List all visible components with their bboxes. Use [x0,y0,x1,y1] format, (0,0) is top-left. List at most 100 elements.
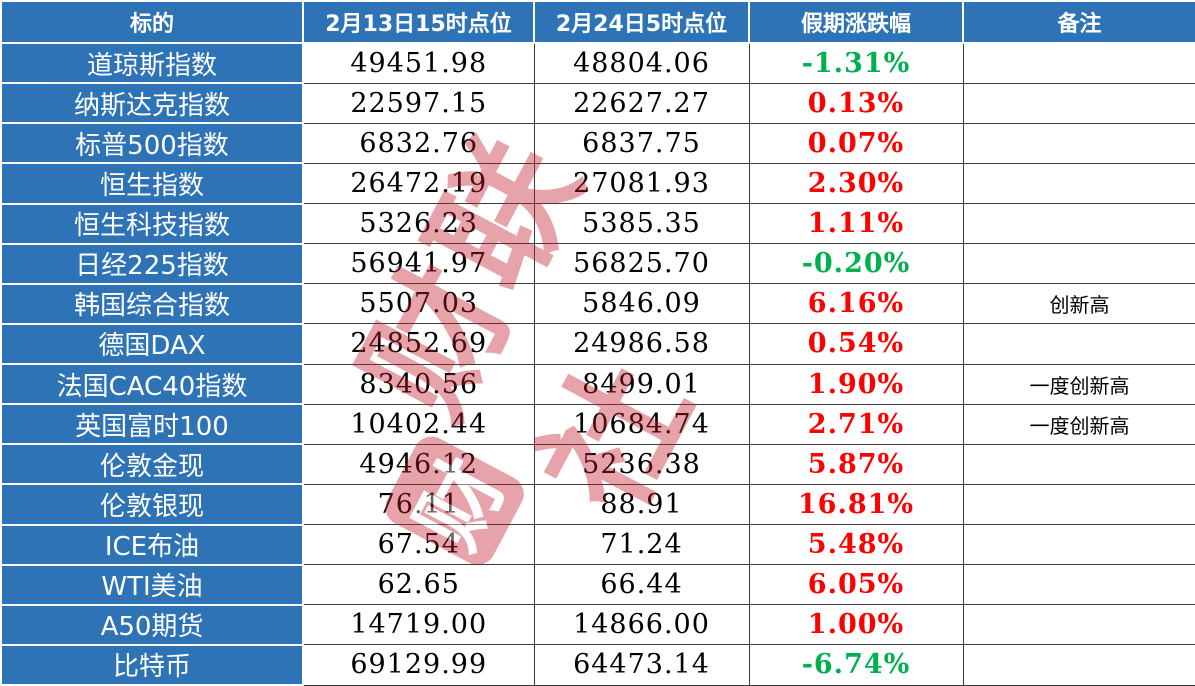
feb24-level-cell: 27081.93 [533,162,750,205]
holiday-change-cell: -1.31% [748,42,964,84]
feb13-level-cell: 76.11 [302,483,535,526]
note-cell: 创新高 [962,283,1195,325]
feb24-level-cell: 66.44 [533,564,750,606]
feb24-level-cell: 48804.06 [533,42,750,84]
table-row: 德国DAX 24852.69 24986.58 0.54% [0,322,1195,366]
asset-name-cell: 韩国综合指数 [0,282,304,325]
feb24-level-cell: 5846.09 [533,283,750,325]
feb24-level-cell: 5385.35 [533,202,750,245]
table-row: 恒生指数 26472.19 27081.93 2.30% [0,162,1195,205]
holiday-change-cell: 5.87% [748,443,964,485]
asset-name-cell: 伦敦银现 [0,483,304,526]
asset-name-cell: 恒生科技指数 [0,202,304,245]
col-header-holiday-change: 假期涨跌幅 [748,0,964,44]
feb24-level-cell: 64473.14 [533,644,750,686]
note-cell [962,202,1195,245]
table-row: 英国富时100 10402.44 10684.74 2.71% 一度创新高 [0,403,1195,446]
asset-name-cell: 伦敦金现 [0,443,304,486]
holiday-change-cell: -6.74% [748,644,964,686]
feb24-level-cell: 22627.27 [533,82,750,124]
feb24-level-cell: 24986.58 [533,323,750,365]
col-header-feb24-level: 2月24日5时点位 [533,0,750,44]
col-header-asset: 标的 [0,0,304,44]
col-header-note: 备注 [962,0,1195,44]
feb24-level-cell: 6837.75 [533,122,750,164]
feb24-level-cell: 88.91 [533,483,750,526]
feb13-level-cell: 8340.56 [302,363,535,405]
asset-name-cell: WTI美油 [0,563,304,606]
table-row: A50期货 14719.00 14866.00 1.00% [0,603,1195,646]
feb13-level-cell: 22597.15 [302,82,535,124]
col-header-feb13-level: 2月13日15时点位 [302,0,535,44]
feb13-level-cell: 10402.44 [302,403,535,445]
holiday-change-cell: 6.16% [748,283,964,325]
table-row: 伦敦金现 4946.12 5236.38 5.87% [0,443,1195,486]
holiday-change-cell: 5.48% [748,523,964,566]
asset-name-cell: 英国富时100 [0,403,304,446]
holiday-change-cell: 0.13% [748,82,964,124]
table-row: 恒生科技指数 5326.23 5385.35 1.11% [0,202,1195,245]
feb13-level-cell: 26472.19 [302,162,535,205]
feb13-level-cell: 67.54 [302,523,535,566]
holiday-change-cell: 1.90% [748,363,964,405]
note-cell: 一度创新高 [962,403,1195,445]
asset-name-cell: 法国CAC40指数 [0,362,304,406]
table-row: 伦敦银现 76.11 88.91 16.81% [0,483,1195,526]
feb24-level-cell: 14866.00 [533,604,750,646]
note-cell [962,243,1195,285]
feb13-level-cell: 49451.98 [302,42,535,84]
feb13-level-cell: 5507.03 [302,283,535,325]
asset-name-cell: 德国DAX [0,322,304,366]
feb24-level-cell: 8499.01 [533,363,750,405]
holiday-change-cell: 16.81% [748,483,964,526]
table-row: ICE布油 67.54 71.24 5.48% [0,523,1195,566]
holiday-change-cell: 6.05% [748,564,964,606]
feb13-level-cell: 4946.12 [302,443,535,485]
table-row: 日经225指数 56941.97 56825.70 -0.20% [0,242,1195,285]
feb24-level-cell: 71.24 [533,523,750,566]
feb13-level-cell: 24852.69 [302,323,535,365]
table-row: 道琼斯指数 49451.98 48804.06 -1.31% [0,41,1195,85]
feb13-level-cell: 69129.99 [302,644,535,686]
asset-name-cell: 比特币 [0,643,304,686]
table-row: 法国CAC40指数 8340.56 8499.01 1.90% 一度创新高 [0,362,1195,406]
note-cell [962,42,1195,84]
note-cell [962,644,1195,686]
note-cell: 一度创新高 [962,363,1195,405]
holiday-change-cell: 0.07% [748,122,964,164]
feb13-level-cell: 56941.97 [302,243,535,285]
holiday-change-cell: 2.30% [748,162,964,205]
holiday-change-cell: 0.54% [748,323,964,365]
holiday-change-cell: 2.71% [748,403,964,445]
table-row: 纳斯达克指数 22597.15 22627.27 0.13% [0,82,1195,125]
asset-name-cell: 日经225指数 [0,242,304,285]
note-cell [962,604,1195,646]
note-cell [962,122,1195,164]
feb24-level-cell: 10684.74 [533,403,750,445]
asset-name-cell: 恒生指数 [0,162,304,205]
note-cell [962,443,1195,485]
feb13-level-cell: 5326.23 [302,202,535,245]
feb24-level-cell: 5236.38 [533,443,750,485]
feb13-level-cell: 6832.76 [302,122,535,164]
table-row: 韩国综合指数 5507.03 5846.09 6.16% 创新高 [0,282,1195,325]
note-cell [962,483,1195,526]
holiday-change-cell: 1.00% [748,604,964,646]
table-row: 标普500指数 6832.76 6837.75 0.07% [0,122,1195,165]
asset-name-cell: ICE布油 [0,523,304,566]
asset-name-cell: 道琼斯指数 [0,41,304,85]
note-cell [962,523,1195,566]
note-cell [962,162,1195,205]
table-row: 比特币 69129.99 64473.14 -6.74% [0,643,1195,686]
holiday-change-cell: -0.20% [748,243,964,285]
asset-name-cell: 纳斯达克指数 [0,82,304,125]
note-cell [962,564,1195,606]
feb24-level-cell: 56825.70 [533,243,750,285]
feb13-level-cell: 14719.00 [302,604,535,646]
feb13-level-cell: 62.65 [302,564,535,606]
asset-name-cell: A50期货 [0,603,304,646]
holiday-change-cell: 1.11% [748,202,964,245]
note-cell [962,323,1195,365]
